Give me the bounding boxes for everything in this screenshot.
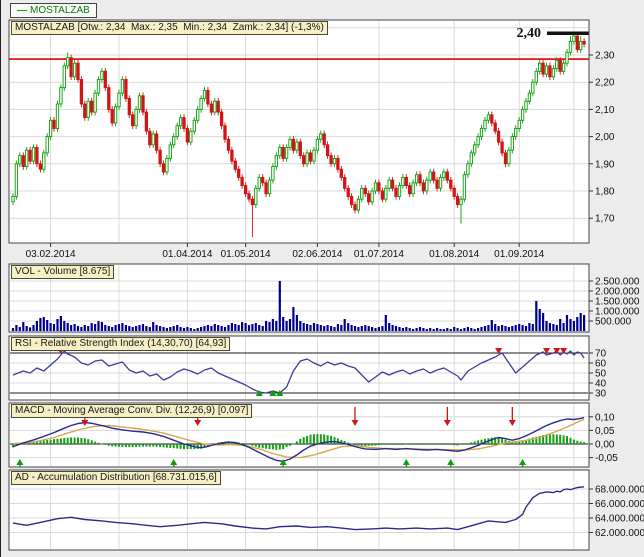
svg-text:2,10: 2,10 (595, 105, 615, 116)
svg-text:68.000.000: 68.000.000 (595, 485, 644, 496)
svg-text:2,30: 2,30 (595, 51, 615, 62)
axis-labels: 2,30 2,20 2,10 2,00 1,90 1,80 1,70 2.500.0002.0… (589, 51, 644, 539)
series-legend-label: MOSTALZAB (30, 5, 90, 16)
svg-text:64.000.000: 64.000.000 (595, 514, 644, 525)
ad-indicator-label[interactable]: AD - Accumulation Distribution [68.731.0… (11, 471, 221, 485)
svg-text:70: 70 (595, 349, 607, 360)
svg-text:40: 40 (595, 379, 607, 390)
svg-text:50: 50 (595, 369, 607, 380)
macd-line (12, 416, 585, 463)
svg-text:02.06.2014: 02.06.2014 (292, 249, 342, 260)
svg-text:1,70: 1,70 (595, 214, 615, 225)
svg-text:0,10: 0,10 (595, 412, 615, 423)
series-legend[interactable]: — MOSTALZAB (10, 3, 97, 18)
svg-text:01.05.2014: 01.05.2014 (221, 249, 271, 260)
svg-text:0,05: 0,05 (595, 426, 615, 437)
volume-indicator-label[interactable]: VOL - Volume [8.675] (11, 265, 115, 279)
svg-text:2,20: 2,20 (595, 78, 615, 89)
svg-text:500.000: 500.000 (595, 317, 632, 328)
macd-signal-line (12, 418, 585, 459)
svg-text:2,00: 2,00 (595, 132, 615, 143)
svg-text:03.02.2014: 03.02.2014 (26, 249, 76, 260)
rsi-indicator-label[interactable]: RSI - Relative Strength Index (14,30,70)… (11, 337, 231, 351)
svg-text:1,80: 1,80 (595, 187, 615, 198)
svg-text:60: 60 (595, 359, 607, 370)
svg-text:1.500.000: 1.500.000 (595, 297, 640, 308)
macd-indicator-label[interactable]: MACD - Moving Average Conv. Div. (12,26,… (11, 404, 253, 418)
svg-text:01.04.2014: 01.04.2014 (162, 249, 212, 260)
series-color-dash: — (17, 5, 27, 16)
svg-text:62.000.000: 62.000.000 (595, 528, 644, 539)
date-axis-labels: 03.02.2014 01.04.2014 01.05.2014 02.06.2014… (26, 243, 545, 260)
svg-text:2.000.000: 2.000.000 (595, 287, 640, 298)
candles (11, 32, 586, 238)
svg-text:0,00: 0,00 (595, 440, 615, 451)
high-price-label: 2,40 (516, 26, 542, 41)
svg-text:01.07.2014: 01.07.2014 (354, 249, 404, 260)
svg-text:-0,05: -0,05 (595, 453, 618, 464)
svg-text:2.500.000: 2.500.000 (595, 277, 640, 288)
svg-text:1.000.000: 1.000.000 (595, 307, 640, 318)
svg-text:01.08.2014: 01.08.2014 (429, 249, 479, 260)
ad-line (12, 486, 585, 531)
svg-text:30: 30 (595, 389, 607, 400)
rsi-line (12, 350, 585, 394)
svg-text:01.09.2014: 01.09.2014 (494, 249, 544, 260)
panel-backgrounds (9, 20, 589, 550)
volume-bars (11, 281, 586, 331)
panel-borders (8, 19, 590, 551)
svg-text:66.000.000: 66.000.000 (595, 499, 644, 510)
price-info-label[interactable]: MOSTALZAB [Otw.: 2,34 Max.: 2,35 Min.: 2… (11, 21, 328, 35)
svg-text:1,90: 1,90 (595, 159, 615, 170)
